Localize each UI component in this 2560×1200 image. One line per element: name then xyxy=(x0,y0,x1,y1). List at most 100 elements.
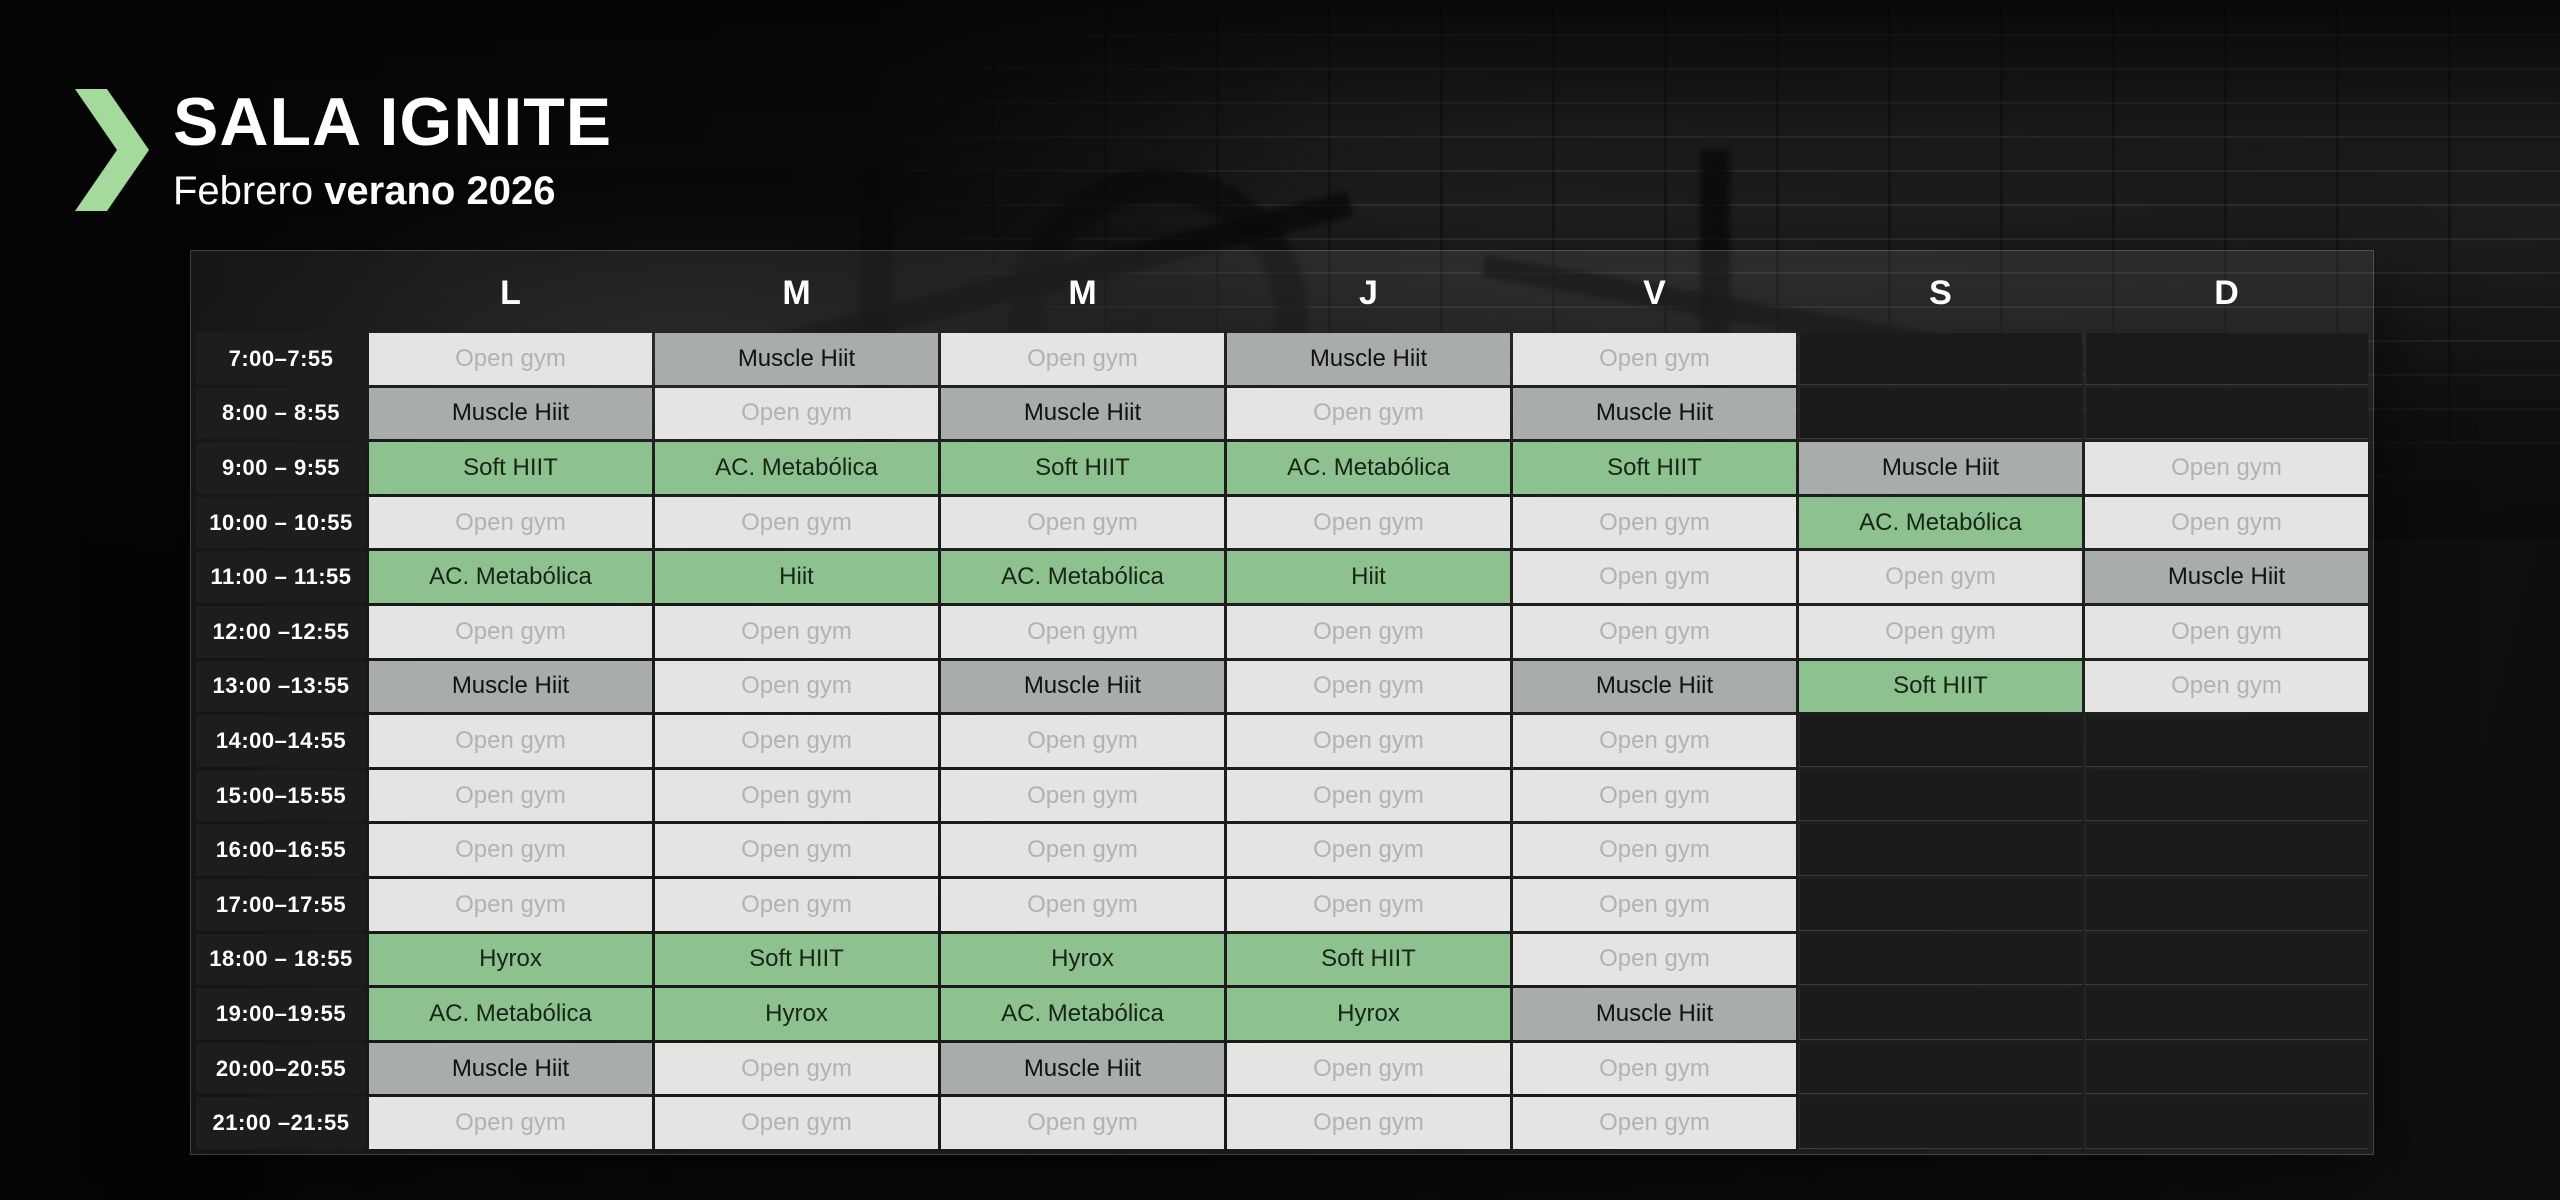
class-cell-6-2: Muscle Hiit xyxy=(941,660,1224,713)
class-cell-11-4: Open gym xyxy=(1513,933,1796,986)
class-cell-8-4: Open gym xyxy=(1513,769,1796,822)
class-cell-13-0: Muscle Hiit xyxy=(369,1042,652,1095)
class-cell-4-0: AC. Metabólica xyxy=(369,551,652,603)
class-cell-7-1: Open gym xyxy=(655,715,938,767)
class-cell-4-6: Muscle Hiit xyxy=(2085,551,2368,603)
class-cell-9-0: Open gym xyxy=(369,824,652,876)
class-cell-14-3: Open gym xyxy=(1227,1097,1510,1149)
header-text: SALA IGNITE Febrero verano 2026 xyxy=(173,88,612,212)
class-cell-0-2: Open gym xyxy=(941,333,1224,385)
class-cell-12-2: AC. Metabólica xyxy=(941,988,1224,1040)
class-cell-8-6 xyxy=(2085,769,2368,822)
class-cell-0-0: Open gym xyxy=(369,333,652,385)
time-slot-3: 10:00 – 10:55 xyxy=(196,496,366,549)
class-cell-13-4: Open gym xyxy=(1513,1042,1796,1095)
chevron-right-icon xyxy=(75,89,149,211)
class-cell-4-1: Hiit xyxy=(655,551,938,603)
class-cell-12-5 xyxy=(1799,988,2082,1040)
class-cell-1-1: Open gym xyxy=(655,387,938,440)
time-slot-2: 9:00 – 9:55 xyxy=(196,442,366,494)
class-cell-7-6 xyxy=(2085,715,2368,767)
class-cell-1-2: Muscle Hiit xyxy=(941,387,1224,440)
time-slot-7: 14:00–14:55 xyxy=(196,715,366,767)
class-cell-7-2: Open gym xyxy=(941,715,1224,767)
class-cell-7-3: Open gym xyxy=(1227,715,1510,767)
time-slot-9: 16:00–16:55 xyxy=(196,824,366,876)
time-slot-11: 18:00 – 18:55 xyxy=(196,933,366,986)
day-header-4: V xyxy=(1643,273,1666,312)
class-cell-0-1: Muscle Hiit xyxy=(655,333,938,385)
class-cell-6-0: Muscle Hiit xyxy=(369,660,652,713)
class-cell-12-3: Hyrox xyxy=(1227,988,1510,1040)
class-cell-6-1: Open gym xyxy=(655,660,938,713)
time-slot-13: 20:00–20:55 xyxy=(196,1042,366,1095)
class-cell-12-0: AC. Metabólica xyxy=(369,988,652,1040)
page-title: SALA IGNITE xyxy=(173,84,613,160)
class-cell-3-5: AC. Metabólica xyxy=(1799,496,2082,549)
class-cell-6-5: Soft HIIT xyxy=(1799,660,2082,713)
class-cell-6-4: Muscle Hiit xyxy=(1513,660,1796,713)
day-header-1: M xyxy=(782,273,811,312)
class-cell-11-3: Soft HIIT xyxy=(1227,933,1510,986)
class-cell-2-6: Open gym xyxy=(2085,442,2368,494)
class-cell-5-1: Open gym xyxy=(655,605,938,658)
subtitle-season: verano 2026 xyxy=(324,169,556,213)
class-cell-2-3: AC. Metabólica xyxy=(1227,442,1510,494)
class-cell-6-6: Open gym xyxy=(2085,660,2368,713)
time-slot-1: 8:00 – 8:55 xyxy=(196,387,366,440)
day-header-2: M xyxy=(1068,273,1097,312)
class-cell-5-5: Open gym xyxy=(1799,605,2082,658)
class-cell-8-2: Open gym xyxy=(941,769,1224,822)
class-cell-14-5 xyxy=(1799,1097,2082,1149)
class-cell-5-0: Open gym xyxy=(369,605,652,658)
class-cell-11-2: Hyrox xyxy=(941,933,1224,986)
class-cell-2-0: Soft HIIT xyxy=(369,442,652,494)
class-cell-14-1: Open gym xyxy=(655,1097,938,1149)
time-slot-0: 7:00–7:55 xyxy=(196,333,366,385)
class-cell-3-2: Open gym xyxy=(941,496,1224,549)
class-cell-1-5 xyxy=(1799,387,2082,440)
class-cell-8-1: Open gym xyxy=(655,769,938,822)
class-cell-9-3: Open gym xyxy=(1227,824,1510,876)
class-cell-3-4: Open gym xyxy=(1513,496,1796,549)
class-cell-10-1: Open gym xyxy=(655,878,938,931)
day-header-3: J xyxy=(1359,273,1378,312)
class-cell-14-6 xyxy=(2085,1097,2368,1149)
class-cell-7-0: Open gym xyxy=(369,715,652,767)
class-cell-2-4: Soft HIIT xyxy=(1513,442,1796,494)
day-header-6: D xyxy=(2214,273,2239,312)
time-slot-10: 17:00–17:55 xyxy=(196,878,366,931)
class-cell-10-0: Open gym xyxy=(369,878,652,931)
day-header-0: L xyxy=(500,273,521,312)
class-cell-14-0: Open gym xyxy=(369,1097,652,1149)
class-cell-4-3: Hiit xyxy=(1227,551,1510,603)
time-slot-12: 19:00–19:55 xyxy=(196,988,366,1040)
class-cell-4-2: AC. Metabólica xyxy=(941,551,1224,603)
class-cell-9-5 xyxy=(1799,824,2082,876)
schedule-panel: L M M J V S D 7:00–7:55 Open gym Muscle Hiit Open … xyxy=(190,250,2374,1155)
time-slot-14: 21:00 –21:55 xyxy=(196,1097,366,1149)
time-slot-5: 12:00 –12:55 xyxy=(196,605,366,658)
class-cell-11-0: Hyrox xyxy=(369,933,652,986)
class-cell-5-3: Open gym xyxy=(1227,605,1510,658)
class-cell-13-1: Open gym xyxy=(655,1042,938,1095)
class-cell-2-1: AC. Metabólica xyxy=(655,442,938,494)
class-cell-10-3: Open gym xyxy=(1227,878,1510,931)
class-cell-14-4: Open gym xyxy=(1513,1097,1796,1149)
class-cell-5-4: Open gym xyxy=(1513,605,1796,658)
class-cell-1-6 xyxy=(2085,387,2368,440)
class-cell-8-5 xyxy=(1799,769,2082,822)
class-cell-0-3: Muscle Hiit xyxy=(1227,333,1510,385)
class-cell-14-2: Open gym xyxy=(941,1097,1224,1149)
class-cell-8-3: Open gym xyxy=(1227,769,1510,822)
class-cell-1-3: Open gym xyxy=(1227,387,1510,440)
class-cell-3-6: Open gym xyxy=(2085,496,2368,549)
class-cell-13-5 xyxy=(1799,1042,2082,1095)
class-cell-9-1: Open gym xyxy=(655,824,938,876)
class-cell-12-6 xyxy=(2085,988,2368,1040)
class-cell-7-4: Open gym xyxy=(1513,715,1796,767)
class-cell-9-2: Open gym xyxy=(941,824,1224,876)
class-cell-2-2: Soft HIIT xyxy=(941,442,1224,494)
page-subtitle: Febrero verano 2026 xyxy=(173,170,612,212)
class-cell-4-4: Open gym xyxy=(1513,551,1796,603)
